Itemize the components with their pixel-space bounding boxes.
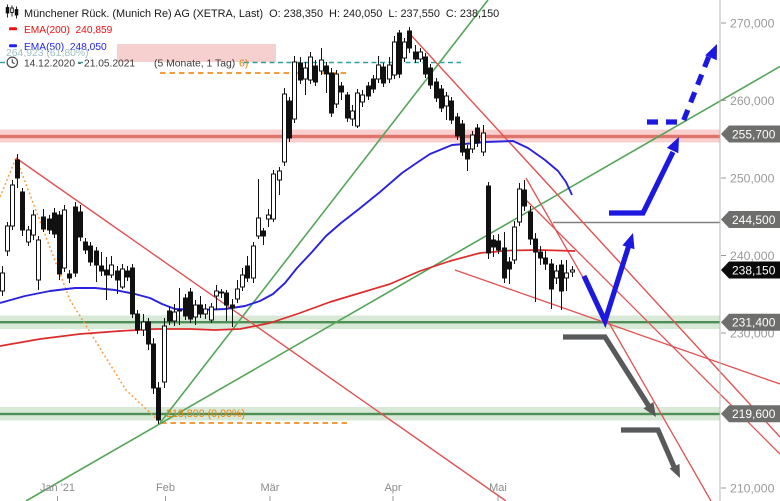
svg-text:Jan '21: Jan '21 bbox=[40, 482, 75, 494]
svg-text:264,923 (61,80%): 264,923 (61,80%) bbox=[6, 48, 89, 59]
svg-text:Mai: Mai bbox=[489, 482, 507, 494]
svg-text:Münchener Rück. (Munich Re) AG: Münchener Rück. (Munich Re) AG (XETRA, L… bbox=[24, 8, 499, 20]
svg-text:270,000: 270,000 bbox=[730, 17, 775, 31]
svg-text:218,800 (0,00%): 218,800 (0,00%) bbox=[166, 408, 245, 420]
svg-text:Apr: Apr bbox=[384, 482, 401, 494]
svg-text:EMA(200) 240,859: EMA(200) 240,859 bbox=[24, 25, 113, 36]
svg-text:6): 6) bbox=[239, 58, 248, 70]
svg-text:231,400: 231,400 bbox=[732, 316, 776, 330]
svg-text:Mär: Mär bbox=[261, 482, 280, 494]
svg-text:238,150: 238,150 bbox=[732, 263, 776, 277]
svg-text:Feb: Feb bbox=[156, 482, 175, 494]
svg-text:(5 Monate, 1 Tag): (5 Monate, 1 Tag) bbox=[154, 59, 235, 70]
svg-text:260,000: 260,000 bbox=[730, 94, 775, 108]
svg-text:14.12.2020 - 21.05.2021: 14.12.2020 - 21.05.2021 bbox=[24, 59, 135, 70]
svg-text:250,000: 250,000 bbox=[730, 172, 775, 186]
svg-text:255,700: 255,700 bbox=[732, 127, 776, 141]
svg-text:EMA(50) 248,050: EMA(50) 248,050 bbox=[24, 42, 107, 53]
svg-text:240,000: 240,000 bbox=[730, 249, 775, 263]
svg-text:244,500: 244,500 bbox=[732, 213, 776, 227]
svg-text:219,600: 219,600 bbox=[732, 407, 776, 421]
svg-text:210,000: 210,000 bbox=[730, 482, 775, 496]
